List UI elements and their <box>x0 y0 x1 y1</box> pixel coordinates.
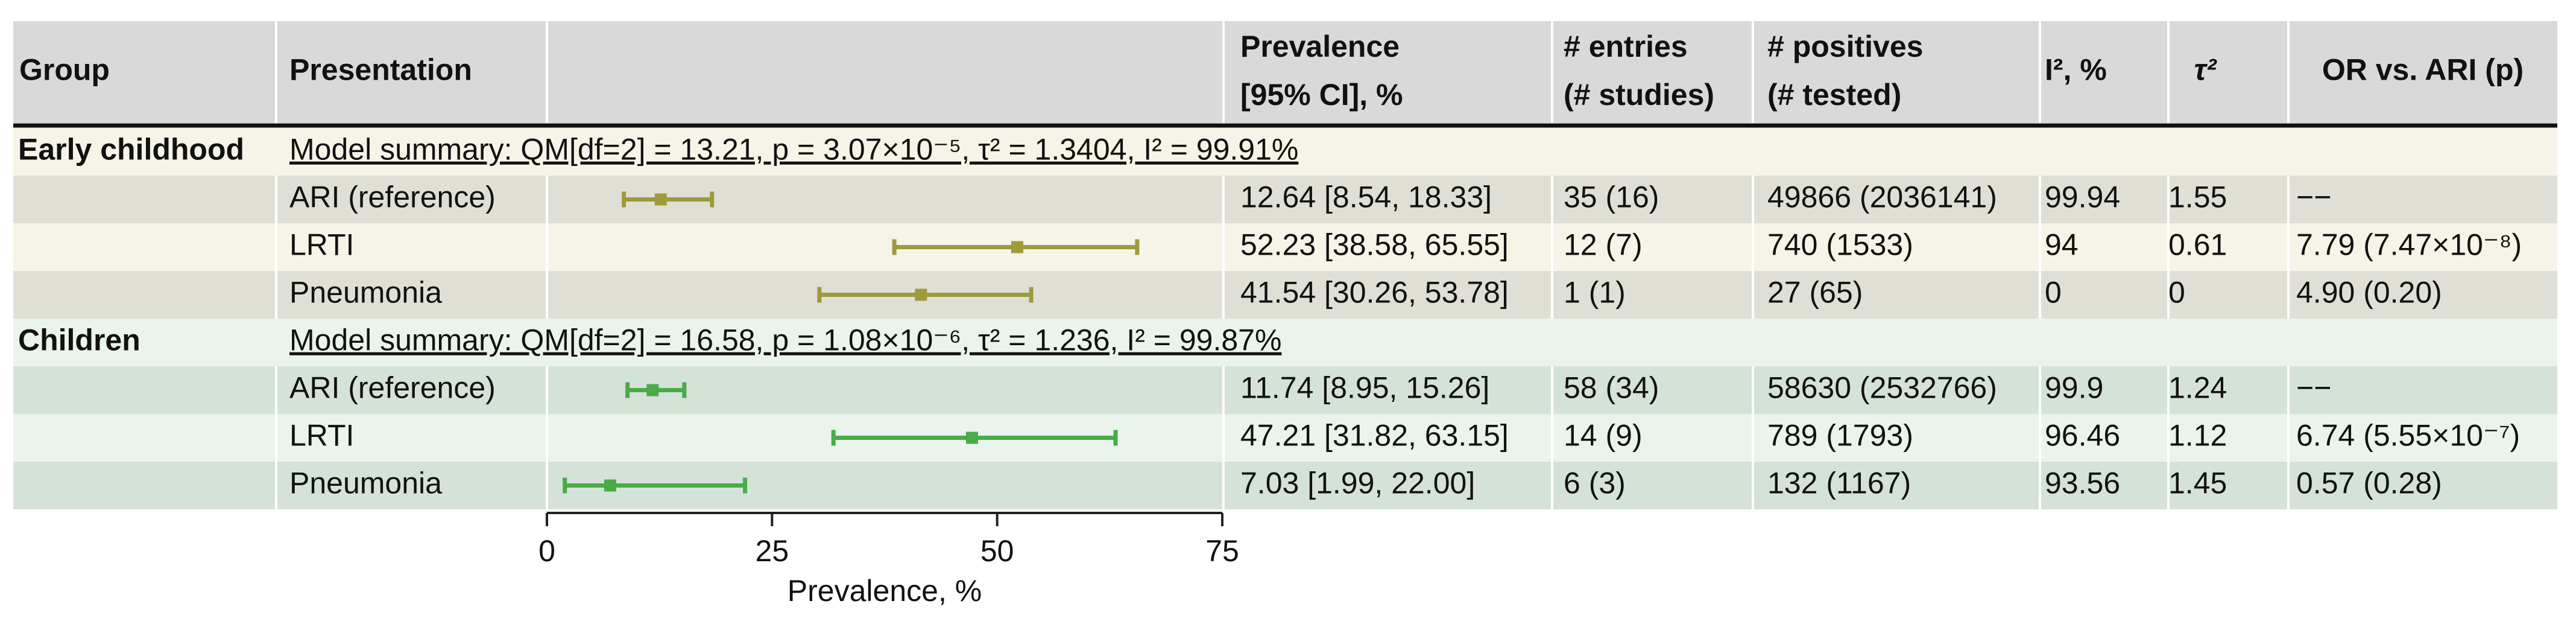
prevalence-ci: 7.03 [1.99, 22.00] <box>1240 466 1475 500</box>
tau2: 0 <box>2168 276 2185 310</box>
i2: 96.46 <box>2045 419 2120 453</box>
x-tick-label: 0 <box>538 534 555 568</box>
point-estimate <box>1011 241 1023 253</box>
positives: 789 (1793) <box>1767 419 1913 453</box>
i2: 93.56 <box>2045 466 2120 500</box>
column-header: [95% CI], % <box>1240 78 1403 112</box>
tau2: 0.61 <box>2168 228 2227 262</box>
tau2: 1.55 <box>2168 180 2227 214</box>
column-header: # positives <box>1767 30 1923 63</box>
i2: 99.9 <box>2045 371 2103 405</box>
prevalence-ci: 41.54 [30.26, 53.78] <box>1240 276 1509 310</box>
point-estimate <box>646 384 659 396</box>
group-row-bg <box>13 319 2557 366</box>
entries: 35 (16) <box>1564 180 1659 214</box>
row-bg <box>13 366 2557 414</box>
odds-ratio: 4.90 (0.20) <box>2296 276 2442 310</box>
column-header: I², % <box>2045 53 2107 87</box>
prevalence-ci: 12.64 [8.54, 18.33] <box>1240 180 1492 214</box>
row-bg <box>13 271 2557 319</box>
group-name: Early childhood <box>18 133 244 167</box>
x-tick-label: 25 <box>756 534 789 568</box>
model-summary: Model summary: QM[df=2] = 16.58, p = 1.0… <box>289 323 1281 357</box>
presentation: ARI (reference) <box>289 371 496 405</box>
column-header: # entries <box>1564 30 1688 63</box>
point-estimate <box>966 431 979 444</box>
i2: 99.94 <box>2045 180 2120 214</box>
point-estimate <box>654 193 667 206</box>
i2: 94 <box>2045 228 2079 262</box>
column-header: (# tested) <box>1767 78 1901 112</box>
odds-ratio: 0.57 (0.28) <box>2296 466 2442 500</box>
row-bg <box>13 176 2557 223</box>
x-tick-label: 50 <box>980 534 1014 568</box>
positives: 740 (1533) <box>1767 228 1913 262</box>
presentation: Pneumonia <box>289 276 442 310</box>
point-estimate <box>604 479 616 492</box>
presentation: ARI (reference) <box>289 180 496 214</box>
entries: 12 (7) <box>1564 228 1643 262</box>
positives: 49866 (2036141) <box>1767 180 1997 214</box>
prevalence-ci: 47.21 [31.82, 63.15] <box>1240 419 1509 453</box>
entries: 58 (34) <box>1564 371 1659 405</box>
odds-ratio: −− <box>2296 371 2331 405</box>
entries: 6 (3) <box>1564 466 1626 500</box>
i2: 0 <box>2045 276 2062 310</box>
group-name: Children <box>18 323 140 357</box>
column-header: OR vs. ARI (p) <box>2322 53 2524 87</box>
column-header: (# studies) <box>1564 78 1714 112</box>
entries: 14 (9) <box>1564 419 1643 453</box>
x-axis-label: Prevalence, % <box>788 574 982 608</box>
column-header: Group <box>19 53 110 87</box>
tau2: 1.24 <box>2168 371 2227 405</box>
model-summary: Model summary: QM[df=2] = 13.21, p = 3.0… <box>289 133 1298 167</box>
tau2: 1.12 <box>2168 419 2227 453</box>
odds-ratio: 6.74 (5.55×10⁻⁷) <box>2296 419 2520 453</box>
positives: 58630 (2532766) <box>1767 371 1997 405</box>
presentation: LRTI <box>289 419 354 453</box>
prevalence-ci: 11.74 [8.95, 15.26] <box>1240 371 1489 405</box>
presentation: LRTI <box>289 228 354 262</box>
positives: 27 (65) <box>1767 276 1863 310</box>
row-bg <box>13 462 2557 509</box>
presentation: Pneumonia <box>289 466 442 500</box>
odds-ratio: −− <box>2296 180 2331 214</box>
column-header: Presentation <box>289 53 472 87</box>
tau2: 1.45 <box>2168 466 2227 500</box>
header-bg <box>13 21 2557 123</box>
column-header: τ² <box>2194 53 2217 87</box>
prevalence-ci: 52.23 [38.58, 65.55] <box>1240 228 1509 262</box>
row-bg <box>13 223 2557 271</box>
group-row-bg <box>13 128 2557 176</box>
point-estimate <box>915 288 927 301</box>
positives: 132 (1167) <box>1767 466 1911 500</box>
row-bg <box>13 414 2557 462</box>
column-header: Prevalence <box>1240 30 1400 63</box>
x-tick-label: 75 <box>1205 534 1239 568</box>
entries: 1 (1) <box>1564 276 1626 310</box>
odds-ratio: 7.79 (7.47×10⁻⁸) <box>2296 228 2522 262</box>
